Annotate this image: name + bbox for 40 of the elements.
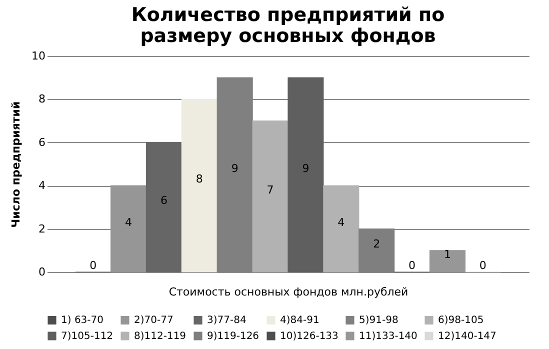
legend-label: 7)105-112 — [61, 331, 114, 342]
bar — [110, 185, 147, 272]
data-label: 8 — [196, 172, 203, 186]
data-label: 7 — [266, 183, 274, 196]
data-label: 9 — [302, 162, 310, 175]
data-label: 4 — [125, 216, 132, 229]
y-tick-label: 0 — [38, 266, 46, 278]
x-axis-title: Стоимость основных фондов млн.рублей — [168, 286, 408, 298]
y-tick-label: 8 — [38, 92, 46, 106]
y-axis-title: Число предприятий — [10, 101, 23, 228]
legend-label: 12)140-147 — [438, 331, 496, 342]
bar — [181, 98, 218, 272]
legend-label: 1) 63-70 — [61, 315, 104, 326]
legend-label: 6)98-105 — [438, 315, 484, 326]
data-label: 0 — [408, 259, 416, 272]
data-label: 0 — [479, 259, 486, 272]
bar — [288, 77, 324, 272]
legend-label: 10)126-133 — [280, 331, 338, 342]
legend-label: 5)91-98 — [359, 315, 398, 326]
legend-label: 3)77-84 — [207, 315, 246, 326]
bar — [323, 185, 360, 272]
legend-label: 2)70-77 — [134, 315, 174, 326]
data-label: 1 — [444, 248, 451, 262]
legend-label: 9)119-126 — [207, 331, 260, 342]
chart-title: Количество предприятий по размеру основных фондов — [131, 4, 445, 47]
legend-label: 4)84-91 — [280, 315, 320, 326]
legend-label: 11)133-140 — [359, 331, 418, 342]
y-tick-label: 2 — [38, 222, 46, 236]
y-tick-label: 6 — [38, 136, 46, 149]
y-tick-label: 10 — [32, 50, 46, 62]
data-label: 2 — [373, 237, 380, 250]
bar — [429, 250, 466, 272]
data-label: 4 — [338, 216, 345, 229]
data-label: 0 — [90, 259, 97, 272]
bar — [146, 142, 182, 272]
data-label: 9 — [231, 162, 238, 175]
data-label: 6 — [160, 194, 168, 208]
bar — [252, 120, 288, 272]
y-tick-label: 4 — [38, 179, 46, 192]
legend-label: 8)112-119 — [134, 331, 186, 342]
